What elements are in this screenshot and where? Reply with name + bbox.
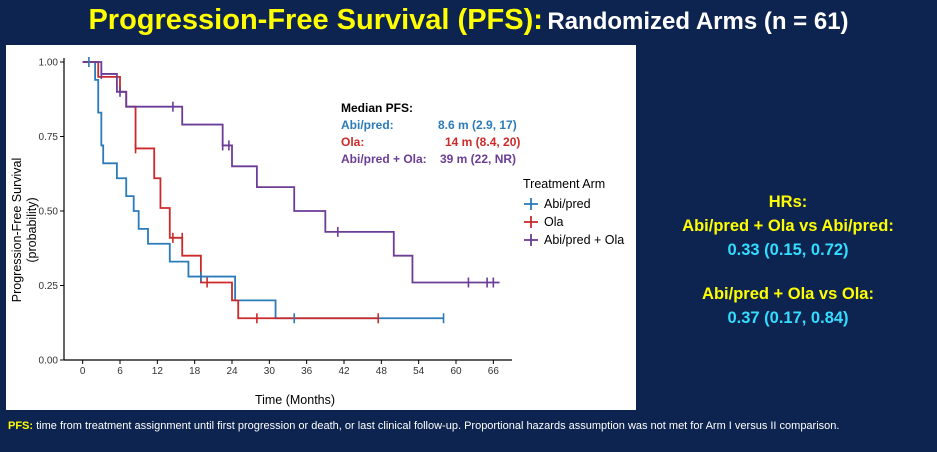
legend: Treatment Arm Abi/pred Ola Abi/pred + Ol… [523,177,624,247]
legend-item-abi-pred: Abi/pred [524,197,591,211]
title-subtitle: Randomized Arms (n = 61) [547,8,849,35]
x-tick-label: 48 [376,366,388,377]
chart-axes: 0.00 0.25 0.50 0.75 1.00 0 6 12 18 24 30 36 42 48 54 60… [39,58,512,377]
footnote-label: PFS: [8,420,34,432]
median-pfs-ola-label: Ola: [341,135,364,149]
legend-label-ola: Ola [544,215,564,229]
legend-item-abi-pred-ola: Abi/pred + Ola [524,233,624,247]
median-pfs-annotation: Median PFS: Abi/pred: 8.6 m (2.9, 17) Ol… [341,101,520,166]
y-tick-label: 0.00 [39,356,59,367]
legend-label-abi-pred: Abi/pred [544,197,591,211]
legend-item-ola: Ola [524,215,564,229]
y-tick-label: 0.25 [39,281,59,292]
footnote: PFS: time from treatment assignment unti… [8,419,933,433]
hr-value-2: 0.37 (0.17, 0.84) [727,309,849,327]
x-tick-label: 66 [488,366,500,377]
km-line-abi-pred-ola [82,61,500,284]
hr-comparison-1: Abi/pred + Ola vs Abi/pred: [682,217,894,235]
km-plot-panel: 0.00 0.25 0.50 0.75 1.00 0 6 12 18 24 30 36 42 48 54 60… [6,45,636,410]
median-pfs-ola-value: 14 m (8.4, 20) [445,135,520,149]
x-tick-label: 18 [189,366,201,377]
footnote-text: time from treatment assignment until fir… [33,420,840,432]
x-tick-label: 12 [152,366,164,377]
km-line-abi-pred [82,61,444,320]
x-tick-label: 54 [413,366,425,377]
chart-censor-marks [88,57,495,324]
hr-spacer [643,262,933,282]
y-axis-label-line1: Progression-Free Survival [10,158,24,303]
title-main: Progression-Free Survival (PFS): [88,4,543,36]
x-tick-label: 30 [264,366,276,377]
hr-comparison-2: Abi/pred + Ola vs Ola: [702,285,874,303]
x-axis-label: Time (Months) [255,393,335,407]
legend-title: Treatment Arm [523,177,605,191]
x-tick-label: 60 [450,366,462,377]
x-tick-label: 0 [80,366,86,377]
chart-series-lines [82,61,500,320]
median-pfs-combo-label: Abi/pred + Ola: [341,152,427,166]
x-tick-label: 24 [226,366,238,377]
km-chart: 0.00 0.25 0.50 0.75 1.00 0 6 12 18 24 30 36 42 48 54 60… [10,57,624,407]
median-pfs-abi-value: 8.6 m (2.9, 17) [438,118,517,132]
median-pfs-combo-value: 39 m (22, NR) [440,152,516,166]
slide-title: Progression-Free Survival (PFS): Randomi… [0,4,937,37]
y-tick-label: 1.00 [39,58,59,69]
x-tick-label: 36 [301,366,313,377]
legend-label-abi-pred-ola: Abi/pred + Ola [544,233,624,247]
x-tick-label: 42 [338,366,350,377]
y-axis-label-line2: (probability) [25,197,39,262]
y-tick-label: 0.75 [39,132,59,143]
median-pfs-abi-label: Abi/pred: [341,118,394,132]
hazard-ratios-panel: HRs: Abi/pred + Ola vs Abi/pred: 0.33 (0… [643,190,933,330]
x-tick-label: 6 [117,366,123,377]
hr-value-1: 0.33 (0.15, 0.72) [727,241,849,259]
median-pfs-title: Median PFS: [341,101,413,115]
hr-title: HRs: [768,193,808,211]
y-tick-label: 0.50 [39,207,59,218]
